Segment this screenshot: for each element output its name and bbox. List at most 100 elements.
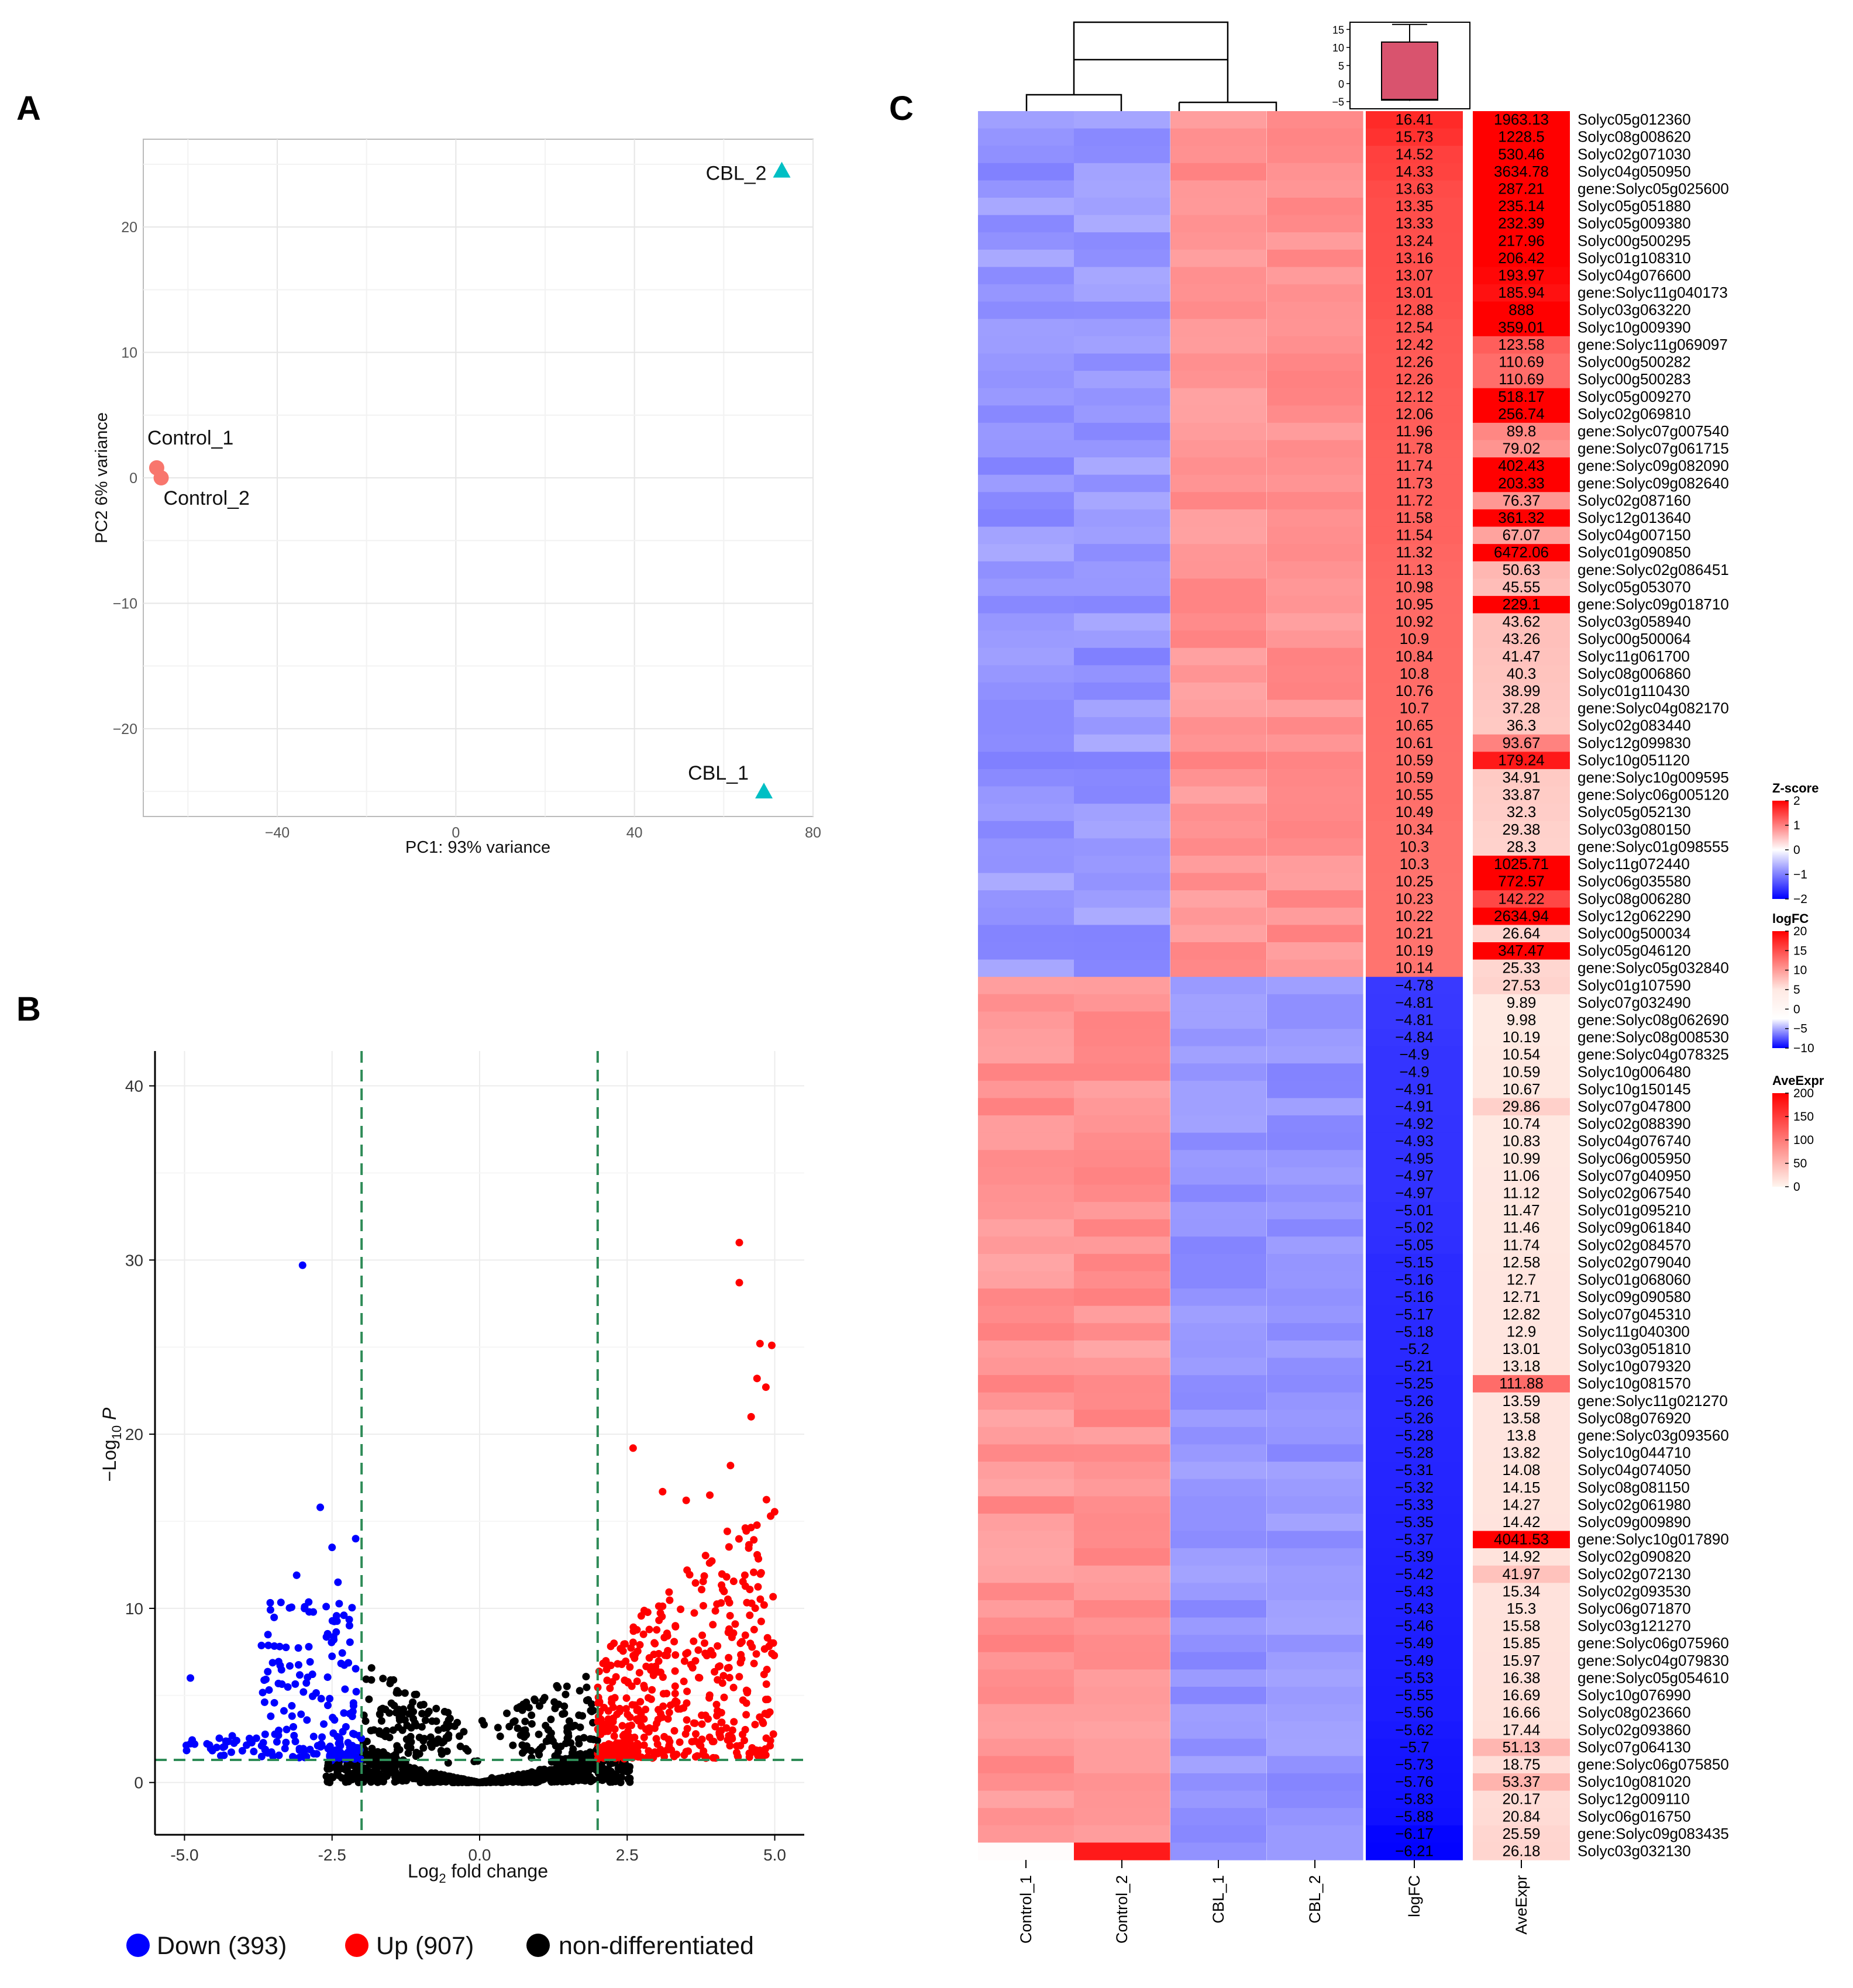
heatmap-cell	[1170, 526, 1267, 545]
volcano-point-up	[692, 1730, 700, 1738]
volcano-point-up	[720, 1693, 728, 1701]
volcano-point-ns	[587, 1777, 595, 1785]
volcano-point-up	[690, 1637, 698, 1645]
aveexpr-value: 13.8	[1507, 1427, 1537, 1444]
heatmap-cell	[978, 1410, 1074, 1428]
gene-label: gene:Solyc08g008530	[1578, 1028, 1729, 1046]
logfc-value: −4.93	[1395, 1132, 1434, 1150]
volcano-point-down	[305, 1598, 313, 1606]
logfc-cell	[1366, 1462, 1463, 1480]
volcano-point-down	[297, 1710, 305, 1718]
legend-tick-label: 0	[1793, 1002, 1800, 1016]
logfc-cell	[1366, 1167, 1463, 1186]
logfc-value: −5.7	[1399, 1738, 1429, 1756]
heatmap-cell	[1267, 613, 1363, 631]
heatmap-cell	[1267, 1288, 1363, 1307]
volcano-point-down	[341, 1685, 349, 1693]
volcano-point-up	[680, 1657, 688, 1665]
gene-label: Solyc08g006280	[1578, 890, 1691, 907]
heatmap-cell	[1170, 1098, 1267, 1116]
aveexpr-cell	[1473, 1617, 1570, 1635]
heatmap-cell	[1074, 578, 1170, 597]
logfc-cell	[1366, 578, 1463, 597]
heatmap-cell	[1074, 1253, 1170, 1272]
heatmap-cell	[1074, 1496, 1170, 1514]
volcano-point-up	[725, 1543, 733, 1551]
heatmap-cell	[978, 1392, 1074, 1410]
heatmap-cell	[1074, 1704, 1170, 1722]
heatmap-cell	[1170, 1842, 1267, 1860]
volcano-point-up	[640, 1741, 648, 1749]
panel-letter-a: A	[16, 89, 41, 128]
heatmap-cell	[978, 198, 1074, 216]
gene-label: Solyc02g083440	[1578, 716, 1691, 734]
volcano-point-down	[291, 1680, 299, 1688]
volcano-point-ns	[503, 1709, 511, 1717]
volcano-point-ns	[552, 1742, 560, 1750]
volcano-point-up	[690, 1609, 698, 1617]
heatmap-cell	[1074, 1617, 1170, 1635]
aveexpr-value: 6472.06	[1494, 543, 1549, 561]
volcano-point-up	[600, 1742, 608, 1750]
aveexpr-value: 110.69	[1499, 353, 1544, 371]
volcano-point-up	[735, 1279, 743, 1287]
volcano-point-down	[260, 1698, 268, 1706]
volcano-point-ns	[578, 1712, 587, 1720]
heatmap-cell	[1170, 198, 1267, 216]
heatmap-cell	[1170, 977, 1267, 995]
volcano-point-up	[636, 1698, 645, 1706]
heatmap-cell	[1074, 1444, 1170, 1462]
logfc-cell	[1366, 1011, 1463, 1029]
volcano-point-up	[676, 1738, 684, 1746]
heatmap-cell	[1267, 1790, 1363, 1808]
logfc-cell	[1366, 1063, 1463, 1081]
volcano-point-down	[345, 1659, 353, 1667]
heatmap-cell	[1170, 1635, 1267, 1653]
volcano-point-up	[762, 1751, 770, 1759]
aveexpr-cell	[1473, 284, 1570, 302]
heatmap-cell	[978, 942, 1074, 960]
heatmap-cell	[1170, 1825, 1267, 1843]
heatmap-cell	[1074, 301, 1170, 319]
logfc-cell	[1366, 422, 1463, 441]
volcano-point-up	[717, 1733, 725, 1741]
gene-label: Solyc02g084570	[1578, 1236, 1691, 1253]
heatmap-cell	[1074, 1219, 1170, 1237]
logfc-value: 10.25	[1395, 873, 1433, 890]
volcano-point-down	[281, 1744, 289, 1752]
volcano-point-up	[753, 1374, 761, 1383]
heatmap-cell	[1074, 474, 1170, 492]
aveexpr-cell	[1473, 1219, 1570, 1237]
volcano-point-down	[352, 1535, 360, 1543]
heatmap-cell	[1267, 873, 1363, 891]
logfc-value: −5.73	[1395, 1755, 1434, 1773]
volcano-point-ns	[574, 1776, 583, 1784]
aveexpr-cell	[1473, 474, 1570, 492]
aveexpr-cell	[1473, 1669, 1570, 1687]
heatmap-cell	[1074, 1271, 1170, 1289]
aveexpr-value: 13.59	[1502, 1392, 1540, 1410]
volcano-point-ns	[527, 1746, 535, 1755]
volcano-point-up	[706, 1491, 714, 1499]
logfc-value: 10.22	[1395, 907, 1433, 925]
heatmap-cell	[1170, 388, 1267, 406]
volcano-point-ns	[469, 1778, 477, 1786]
logfc-value: −5.21	[1395, 1358, 1434, 1375]
heatmap-cell	[1074, 405, 1170, 423]
logfc-cell	[1366, 1427, 1463, 1445]
heatmap-cell	[978, 769, 1074, 787]
volcano-point-up	[680, 1751, 688, 1759]
volcano-point-ns	[509, 1776, 518, 1784]
heatmap-cell	[978, 1669, 1074, 1687]
dendrogram-branches	[1025, 21, 1277, 111]
volcano-point-ns	[407, 1724, 415, 1732]
volcano-point-ns	[443, 1747, 451, 1755]
aveexpr-cell	[1473, 1046, 1570, 1064]
logfc-value: 10.34	[1395, 821, 1433, 838]
volcano-point-down	[302, 1679, 311, 1687]
logfc-cell	[1366, 1756, 1463, 1774]
logfc-cell	[1366, 526, 1463, 545]
volcano-point-up	[653, 1626, 661, 1634]
volcano-point-ns	[531, 1769, 539, 1777]
